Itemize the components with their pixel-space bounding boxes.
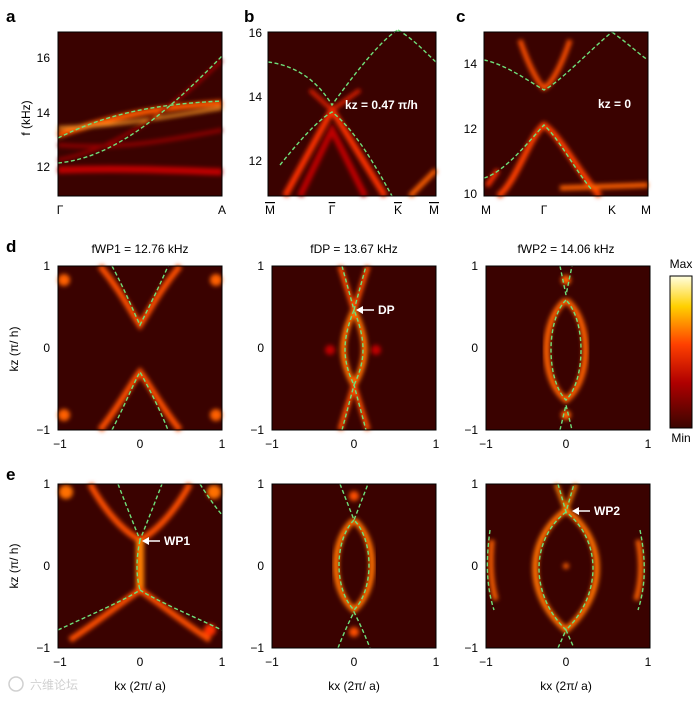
panel-d-ylabel: kz (π/ h)	[7, 327, 21, 372]
d2-xtick-0: 0	[351, 437, 358, 451]
e3-xlabel: kx (2π/ a)	[540, 679, 592, 693]
d3-xtick-0: 0	[563, 437, 570, 451]
d3-xtick-m1: −1	[479, 437, 493, 451]
panel-c-xtick-m2: M	[641, 203, 651, 217]
panel-a-ylabel: f (kHz)	[19, 100, 33, 135]
panel-b-xtick-m2: M	[429, 203, 439, 217]
e2-ytick-0: 0	[257, 559, 264, 573]
panel-d2	[271, 265, 437, 431]
panel-e2	[271, 483, 437, 649]
e2-ytick-1: 1	[257, 477, 264, 491]
d1-xtick-0: 0	[137, 437, 144, 451]
dp-label: DP	[378, 303, 395, 317]
panel-b-xtick-k: K	[394, 203, 402, 217]
panel-d1-title: fWP1 = 12.76 kHz	[91, 242, 188, 256]
d1-ytick-m1: −1	[36, 423, 50, 437]
d2-xtick-1: 1	[433, 437, 440, 451]
e3-xtick-1: 1	[645, 655, 652, 669]
e2-xtick-1: 1	[433, 655, 440, 669]
d3-ytick-1: 1	[471, 259, 478, 273]
e1-ytick-0: 0	[43, 559, 50, 573]
panel-a-ytick-12: 12	[37, 160, 51, 174]
d3-xtick-1: 1	[645, 437, 652, 451]
panel-a-xtick-gamma: Γ	[57, 203, 64, 217]
panel-b-ytick-16: 16	[249, 26, 263, 40]
panel-e-ylabel: kz (π/ h)	[7, 544, 21, 589]
e3-xtick-m1: −1	[479, 655, 493, 669]
panel-d2-title: fDP = 13.67 kHz	[310, 242, 398, 256]
panel-c-ytick-10: 10	[464, 187, 478, 201]
colorbar-max-label: Max	[670, 257, 693, 271]
panel-a	[57, 31, 224, 197]
d3-ytick-0: 0	[471, 341, 478, 355]
panel-a-xtick-a: A	[218, 203, 226, 217]
e1-xtick-m1: −1	[53, 655, 67, 669]
e3-xtick-0: 0	[563, 655, 570, 669]
panel-b	[267, 29, 438, 198]
d2-ytick-m1: −1	[250, 423, 264, 437]
panel-c	[483, 31, 649, 199]
wp2-label: WP2	[594, 504, 620, 518]
colorbar-min-label: Min	[671, 431, 690, 445]
panel-c-annotation: kz = 0	[598, 97, 631, 111]
watermark-text: 六维论坛	[30, 678, 78, 692]
d1-xtick-1: 1	[219, 437, 226, 451]
panel-a-ytick-14: 14	[37, 106, 51, 120]
panel-letter-b: b	[244, 7, 254, 26]
e3-ytick-m1: −1	[464, 641, 478, 655]
d2-ytick-0: 0	[257, 341, 264, 355]
panel-b-xtick-m1: M	[265, 203, 275, 217]
panel-b-xtick-gamma: Γ	[329, 203, 336, 217]
panel-letter-a: a	[6, 7, 16, 26]
panel-b-annotation: kz = 0.47 π/h	[345, 98, 418, 112]
e1-xtick-1: 1	[219, 655, 226, 669]
e2-xtick-0: 0	[351, 655, 358, 669]
e3-ytick-1: 1	[471, 477, 478, 491]
panel-b-ytick-14: 14	[249, 90, 263, 104]
panel-c-ytick-12: 12	[464, 122, 478, 136]
panel-a-ytick-16: 16	[37, 51, 51, 65]
panel-letter-e: e	[6, 465, 15, 484]
panel-d3	[485, 265, 651, 431]
wp1-label: WP1	[164, 534, 190, 548]
e2-xlabel: kx (2π/ a)	[328, 679, 380, 693]
d1-ytick-1: 1	[43, 259, 50, 273]
dp-arrow	[356, 306, 374, 314]
panel-letter-c: c	[456, 7, 465, 26]
panel-c-xtick-gamma: Γ	[541, 203, 548, 217]
panel-e1	[57, 482, 223, 649]
e1-xtick-0: 0	[137, 655, 144, 669]
panel-d1	[57, 264, 223, 432]
wp1-arrow	[142, 537, 160, 545]
panel-e3	[485, 483, 651, 649]
wp2-arrow	[572, 507, 590, 515]
panel-c-xtick-m1: M	[481, 203, 491, 217]
e1-ytick-1: 1	[43, 477, 50, 491]
d2-xtick-m1: −1	[265, 437, 279, 451]
e2-xtick-m1: −1	[265, 655, 279, 669]
d2-ytick-1: 1	[257, 259, 264, 273]
e1-ytick-m1: −1	[36, 641, 50, 655]
e2-ytick-m1: −1	[250, 641, 264, 655]
panel-letter-d: d	[6, 237, 16, 256]
d3-ytick-m1: −1	[464, 423, 478, 437]
panel-c-ytick-14: 14	[464, 57, 478, 71]
d1-xtick-m1: −1	[53, 437, 67, 451]
panel-b-ytick-12: 12	[249, 154, 263, 168]
d1-ytick-0: 0	[43, 341, 50, 355]
watermark: 六维论坛	[8, 676, 78, 692]
colorbar	[669, 275, 693, 429]
e3-ytick-0: 0	[471, 559, 478, 573]
panel-d3-title: fWP2 = 14.06 kHz	[517, 242, 614, 256]
e1-xlabel: kx (2π/ a)	[114, 679, 166, 693]
panel-c-xtick-k: K	[608, 203, 616, 217]
